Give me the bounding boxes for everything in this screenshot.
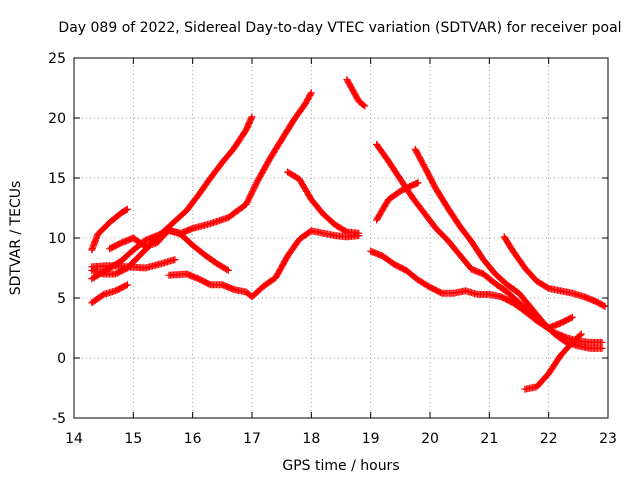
series-s10 — [373, 179, 422, 224]
series-s13 — [411, 145, 606, 352]
series-s8 — [284, 168, 363, 237]
plus-marker — [307, 90, 315, 98]
x-tick-label: 20 — [421, 431, 439, 447]
x-tick-label: 23 — [599, 431, 617, 447]
plus-marker — [122, 282, 130, 289]
plus-marker — [598, 344, 606, 352]
plus-marker — [307, 89, 315, 97]
series-s5 — [88, 113, 256, 278]
plus-marker — [567, 314, 575, 322]
plus-marker — [600, 302, 608, 310]
series-s2 — [88, 281, 131, 307]
plus-marker — [123, 281, 131, 289]
series-s9 — [343, 76, 369, 110]
series-s6 — [106, 226, 232, 274]
y-tick-label: 10 — [48, 231, 66, 247]
plus-marker — [171, 256, 179, 264]
x-tick-label: 15 — [124, 431, 142, 447]
x-axis-label: GPS time / hours — [282, 458, 399, 474]
y-axis-label: SDTVAR / TECUs — [8, 181, 24, 296]
x-tick-label: 17 — [243, 431, 261, 447]
data-markers — [88, 76, 609, 393]
plus-marker — [122, 206, 130, 214]
x-tick-label: 14 — [65, 431, 83, 447]
series-s12 — [367, 247, 576, 332]
y-tick-label: 5 — [57, 291, 66, 307]
series-s15 — [521, 330, 585, 393]
series-s7 — [165, 227, 363, 301]
plus-marker — [223, 266, 231, 274]
plus-marker — [224, 266, 232, 274]
x-tick-label: 22 — [540, 431, 558, 447]
plus-marker — [577, 330, 585, 338]
y-tick-label: 20 — [48, 111, 66, 127]
chart-title: Day 089 of 2022, Sidereal Day-to-day VTE… — [58, 20, 621, 36]
x-tick-label: 18 — [302, 431, 320, 447]
x-tick-label: 19 — [362, 431, 380, 447]
series-s1 — [88, 205, 131, 254]
plus-marker — [601, 302, 609, 310]
y-tick-labels: -5 0 5 10 15 20 25 — [48, 51, 66, 427]
y-tick-label: 0 — [57, 351, 66, 367]
y-tick-label: -5 — [52, 411, 66, 427]
plus-marker — [355, 229, 363, 237]
axis-ticks — [73, 57, 609, 419]
plus-marker — [123, 205, 131, 213]
plus-marker — [598, 338, 606, 346]
series-s14 — [500, 233, 609, 310]
y-tick-label: 25 — [48, 51, 66, 67]
plus-marker — [568, 313, 576, 321]
plus-marker — [360, 101, 367, 109]
plus-marker — [361, 102, 369, 110]
plus-marker — [576, 331, 584, 339]
x-tick-labels: 14 15 16 17 18 19 20 21 22 23 — [65, 431, 617, 447]
x-tick-label: 16 — [184, 431, 202, 447]
x-tick-label: 21 — [480, 431, 498, 447]
y-tick-label: 15 — [48, 171, 66, 187]
plus-marker — [248, 113, 256, 121]
plus-marker — [414, 179, 422, 187]
